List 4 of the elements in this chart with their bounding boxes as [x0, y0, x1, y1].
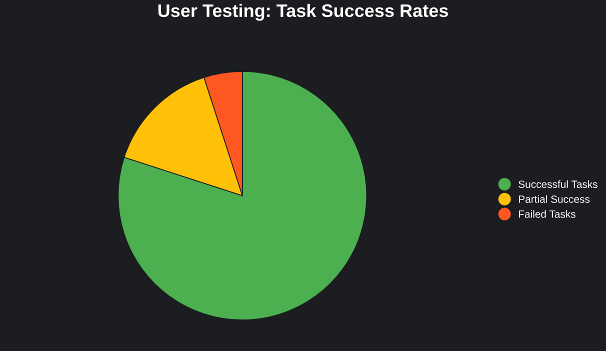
legend-label: Failed Tasks [518, 210, 576, 218]
legend-label: Partial Success [518, 195, 590, 203]
legend-label: Successful Tasks [518, 180, 598, 188]
chart-title: User Testing: Task Success Rates [158, 4, 448, 21]
